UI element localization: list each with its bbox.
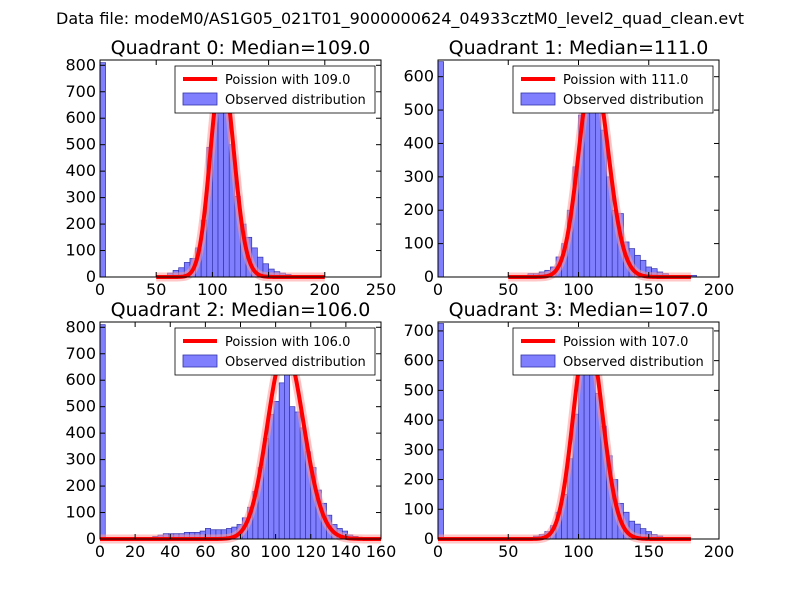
x-tick-label: 150 (633, 542, 664, 561)
y-tick-label: 100 (65, 503, 96, 522)
x-tick-label: 0 (95, 542, 105, 561)
y-tick-label: 300 (65, 188, 96, 207)
legend-poisson-label: Poission with 106.0 (225, 335, 350, 350)
x-tick-label: 60 (195, 542, 215, 561)
quadrant-1-panel: 0 50 100 150 200 0 100 200 300 400 500 600 Quadrant … (403, 37, 734, 299)
y-tick-label: 200 (65, 214, 96, 233)
x-tick-label: 250 (366, 280, 397, 299)
legend-bar-swatch (520, 92, 556, 106)
legend-observed-label: Observed distribution (563, 93, 704, 108)
y-tick-label: 0 (424, 267, 434, 286)
x-tick-label: 0 (433, 542, 443, 561)
y-tick-label: 600 (403, 67, 434, 86)
x-tick-label: 50 (146, 280, 166, 299)
legend-observed-label: Observed distribution (225, 355, 366, 370)
quadrant-0-panel: 0 50 100 150 200 250 0 100 200 300 400 500 600 700 800… (65, 37, 396, 299)
panel-title: Quadrant 2: Median=106.0 (111, 299, 371, 321)
x-tick-label: 150 (253, 280, 284, 299)
y-tick-label: 500 (65, 397, 96, 416)
y-tick-label: 400 (403, 410, 434, 429)
x-tick-label: 120 (295, 542, 326, 561)
histogram-bar (437, 323, 444, 540)
quadrant-3-panel: 0 50 100 150 200 0 100 200 300 400 500 600 700 Quadra… (403, 299, 734, 561)
x-tick-label: 100 (197, 280, 228, 299)
legend: Poission with 107.0 Observed distribution (512, 327, 714, 376)
legend-box (512, 327, 714, 376)
x-tick-label: 80 (230, 542, 250, 561)
x-tick-label: 20 (125, 542, 145, 561)
y-tick-label: 500 (403, 100, 434, 119)
panels: 0 50 100 150 200 2500100200300400500600700800… (65, 37, 734, 561)
y-tick-label: 600 (65, 108, 96, 127)
y-tick-label: 300 (403, 440, 434, 459)
y-tick-label: 300 (403, 167, 434, 186)
legend-observed-label: Observed distribution (225, 93, 366, 108)
y-tick-label: 800 (65, 55, 96, 74)
y-tick-label: 400 (65, 161, 96, 180)
panel-title: Quadrant 0: Median=109.0 (111, 37, 371, 59)
x-tick-label: 100 (563, 542, 594, 561)
x-tick-label: 50 (498, 542, 518, 561)
histogram-bar (278, 382, 285, 540)
y-tick-label: 0 (86, 267, 96, 286)
histogram-bar (289, 406, 296, 540)
x-tick-label: 50 (498, 280, 518, 299)
y-tick-label: 400 (403, 133, 434, 152)
legend-poisson-label: Poission with 109.0 (225, 73, 350, 88)
x-tick-label: 200 (704, 542, 735, 561)
legend: Poission with 109.0 Observed distribution (174, 65, 376, 114)
x-tick-label: 200 (310, 280, 341, 299)
y-tick-label: 100 (403, 499, 434, 518)
legend-bar-swatch (520, 354, 556, 368)
y-tick-label: 100 (403, 234, 434, 253)
legend-poisson-label: Poission with 107.0 (563, 335, 688, 350)
y-tick-label: 300 (65, 450, 96, 469)
y-tick-label: 600 (403, 351, 434, 370)
y-tick-label: 500 (65, 135, 96, 154)
x-tick-label: 100 (260, 542, 291, 561)
x-tick-label: 160 (366, 542, 397, 561)
x-tick-label: 140 (331, 542, 362, 561)
y-tick-label: 100 (65, 241, 96, 260)
y-tick-label: 200 (403, 200, 434, 219)
y-tick-label: 0 (424, 529, 434, 548)
plot-frame (99, 59, 382, 278)
histogram-bar (273, 401, 280, 540)
y-tick-label: 200 (403, 470, 434, 489)
histogram-bar (595, 111, 602, 278)
legend-bar-swatch (182, 92, 218, 106)
histogram-bar (99, 62, 106, 278)
quadrant-2-panel: 0 20 40 60 80 100 120 140 1600100200300400500600… (65, 299, 396, 561)
y-tick-label: 700 (65, 344, 96, 363)
x-tick-label: 100 (563, 280, 594, 299)
panel-title: Quadrant 1: Median=111.0 (449, 37, 709, 59)
legend: Poission with 111.0 Observed distribution (512, 65, 714, 114)
y-tick-label: 800 (65, 317, 96, 336)
x-tick-label: 150 (633, 280, 664, 299)
y-tick-label: 600 (65, 370, 96, 389)
legend-poisson-label: Poission with 111.0 (563, 73, 688, 88)
y-tick-label: 700 (403, 321, 434, 340)
y-tick-label: 500 (403, 380, 434, 399)
histogram-bar (284, 369, 291, 540)
x-tick-label: 0 (95, 280, 105, 299)
y-tick-label: 0 (86, 529, 96, 548)
histogram-bar (437, 61, 444, 278)
panel-title: Quadrant 3: Median=107.0 (449, 299, 709, 321)
x-tick-label: 0 (433, 280, 443, 299)
legend-bar-swatch (182, 354, 218, 368)
x-tick-label: 200 (704, 280, 735, 299)
legend-observed-label: Observed distribution (563, 355, 704, 370)
x-tick-label: 40 (160, 542, 180, 561)
legend: Poission with 106.0 Observed distribution (174, 327, 376, 376)
histogram-bar (294, 411, 301, 540)
y-tick-label: 200 (65, 476, 96, 495)
y-tick-label: 400 (65, 423, 96, 442)
figure-suptitle: Data file: modeM0/AS1G05_021T01_90000006… (56, 9, 744, 29)
histogram-bar (99, 324, 106, 540)
y-tick-label: 700 (65, 82, 96, 101)
